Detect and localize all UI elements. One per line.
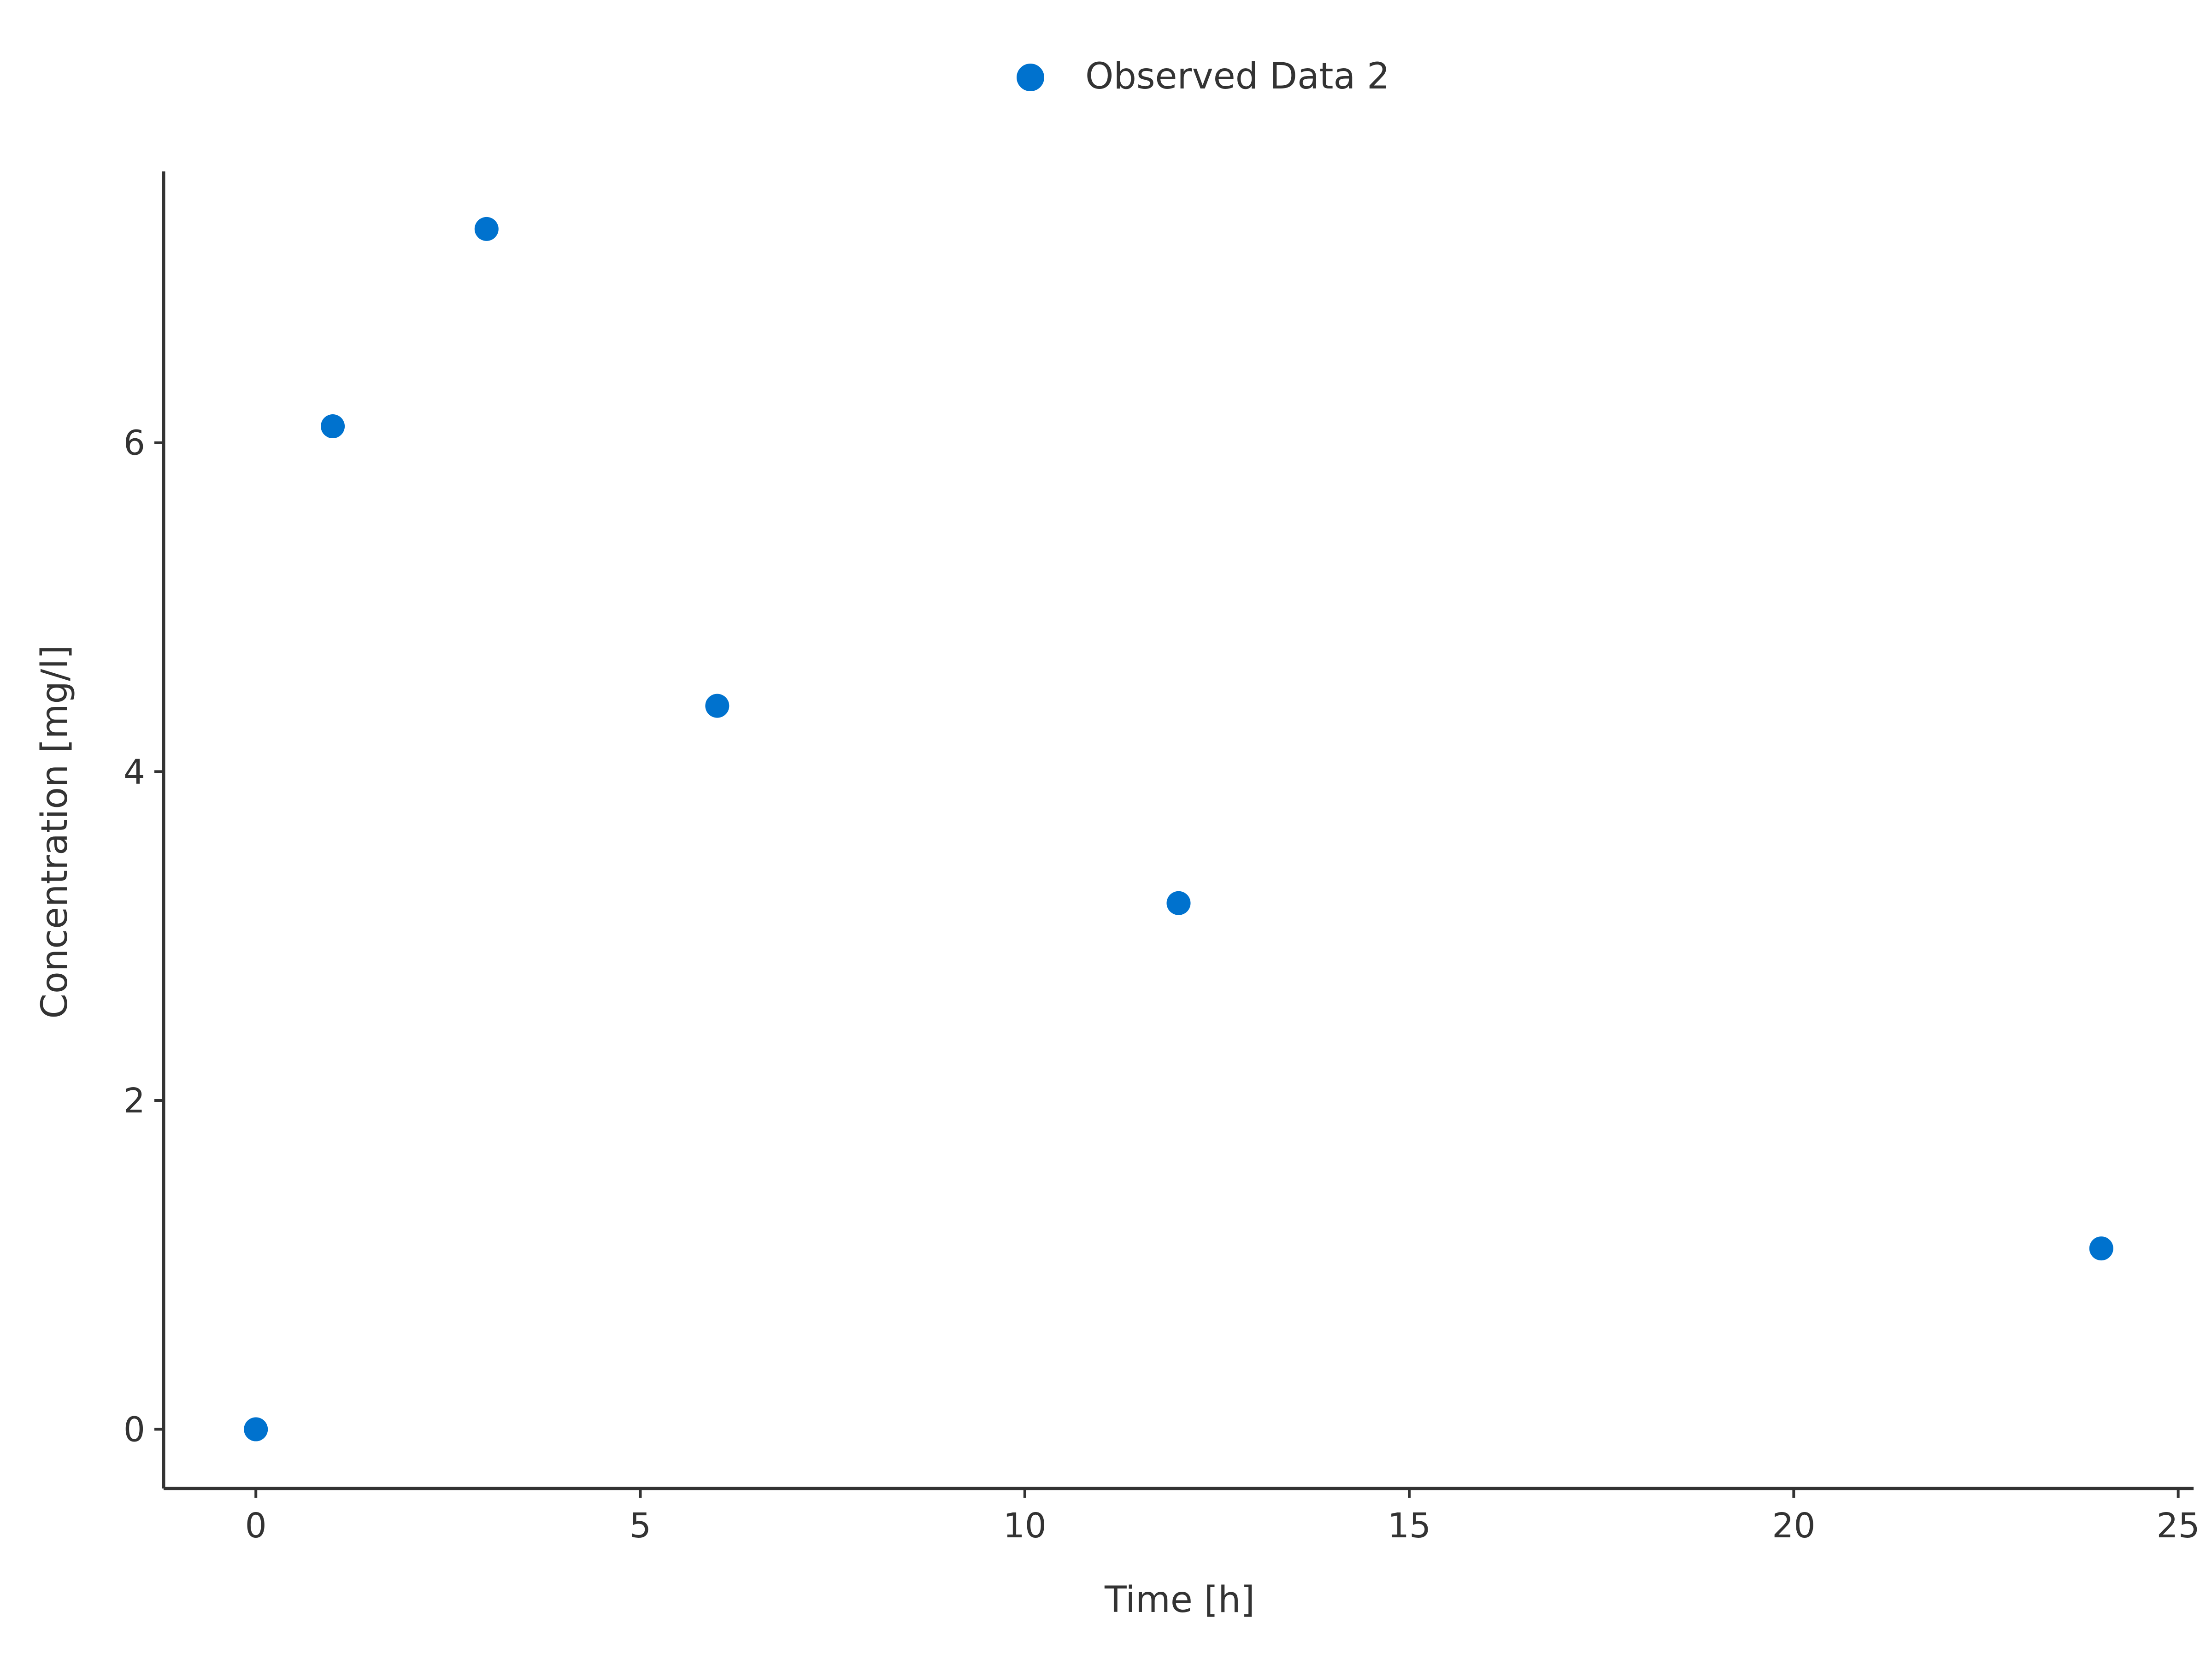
x-tick-label: 5 — [629, 1506, 651, 1546]
data-point — [474, 217, 499, 241]
x-tick-label: 0 — [245, 1506, 267, 1546]
y-tick-label: 4 — [124, 752, 145, 792]
data-point — [2089, 1236, 2113, 1261]
legend: Observed Data 2 — [1017, 56, 1390, 97]
x-tick-labels: 0 5 10 15 20 25 — [245, 1506, 2200, 1546]
x-tick-label: 15 — [1388, 1506, 1431, 1546]
data-point — [244, 1417, 268, 1441]
y-axis-title: Concentration [mg/l] — [34, 645, 76, 1019]
data-point — [1166, 891, 1191, 915]
legend-label: Observed Data 2 — [1085, 56, 1390, 97]
y-tick-label: 6 — [124, 424, 145, 463]
x-tick-label: 10 — [1003, 1506, 1047, 1546]
x-axis-title: Time [h] — [1104, 1579, 1255, 1621]
axes — [154, 171, 2194, 1498]
y-tick-label: 0 — [124, 1410, 145, 1450]
data-point — [321, 414, 345, 439]
legend-marker — [1017, 64, 1044, 91]
data-points — [244, 217, 2113, 1441]
data-point — [705, 694, 729, 718]
x-tick-label: 20 — [1772, 1506, 1815, 1546]
x-tick-label: 25 — [2157, 1506, 2200, 1546]
y-tick-labels: 0 2 4 6 — [124, 424, 145, 1450]
y-tick-label: 2 — [124, 1081, 145, 1121]
